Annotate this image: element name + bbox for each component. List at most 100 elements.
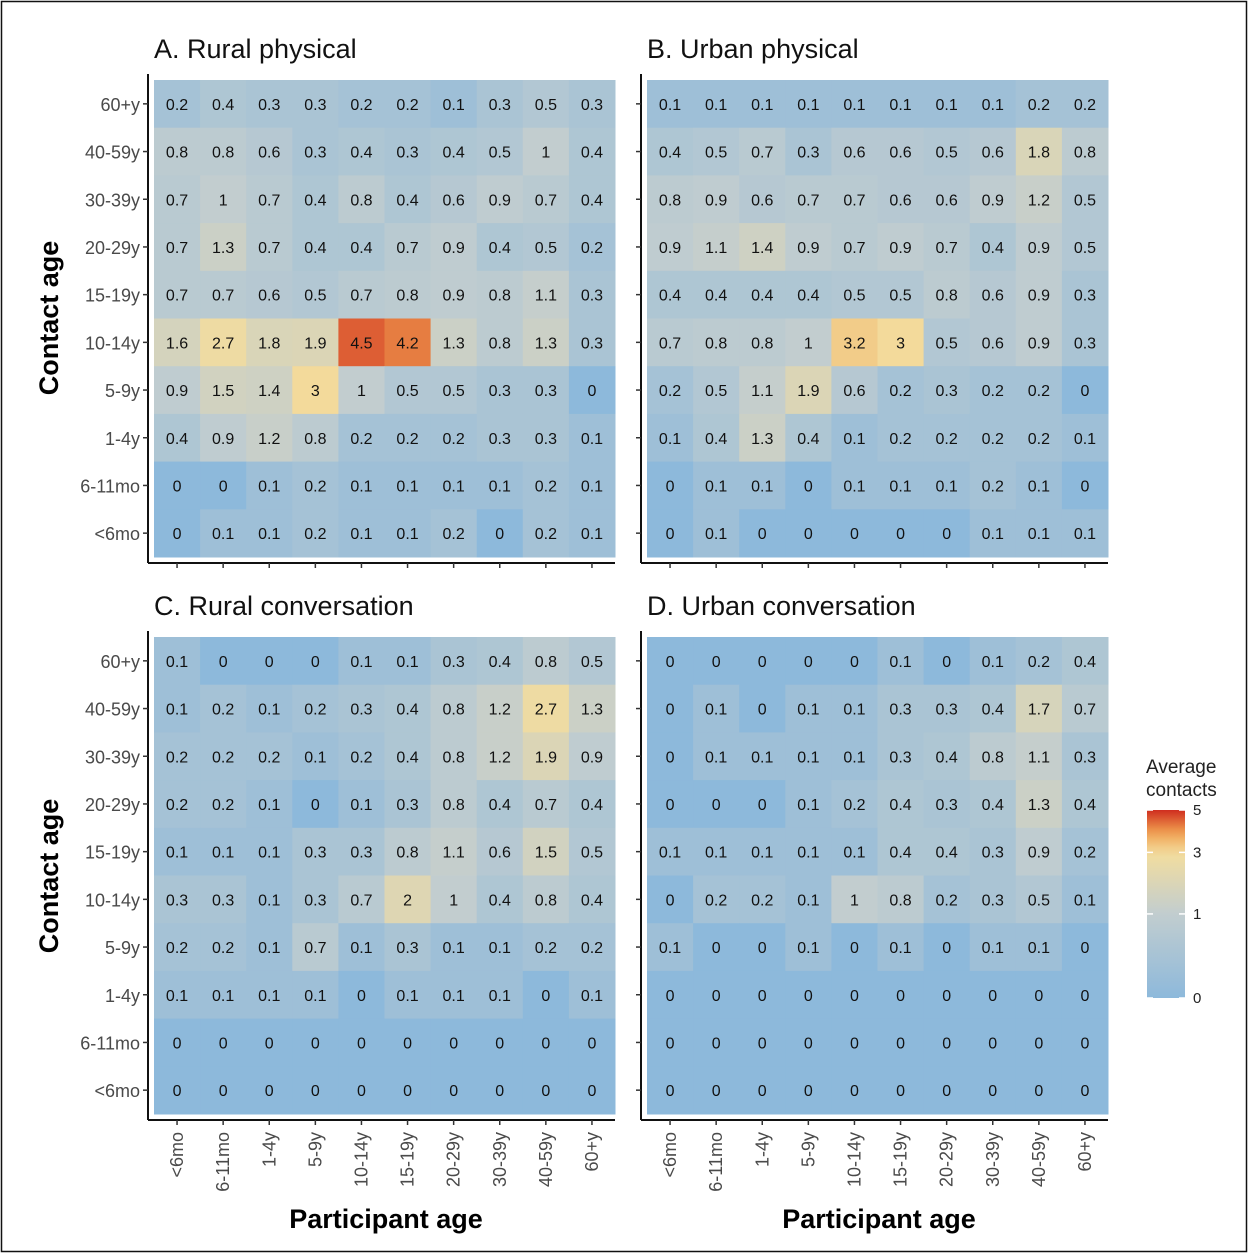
heatmap-cell: [923, 875, 971, 924]
heatmap-cell: [568, 223, 616, 272]
cell-value-label: 1.9: [304, 335, 326, 352]
heatmap-cell: [831, 175, 878, 224]
heatmap-cell: [693, 509, 740, 558]
heatmap-cell: [476, 1018, 524, 1067]
cell-value-label: 0.4: [982, 797, 1004, 814]
legend-tick-label: 1: [1193, 906, 1201, 923]
cell-value-label: 0: [495, 1035, 504, 1052]
cell-value-label: 0: [712, 654, 721, 671]
cell-value-label: 2.7: [535, 702, 557, 719]
heatmap-cell: [647, 127, 694, 176]
heatmap-cell: [292, 270, 339, 319]
y-tick-label: 20-29y: [85, 795, 140, 815]
cell-value-label: 0.6: [889, 192, 911, 209]
x-tick-label: 15-19y: [398, 1132, 418, 1187]
heatmap-cell: [200, 732, 247, 781]
heatmap-cell: [1061, 1066, 1109, 1115]
cell-value-label: 0: [758, 797, 767, 814]
cell-value-label: 0: [311, 1035, 320, 1052]
cell-value-label: 0.1: [581, 478, 603, 495]
panel-rural-physical: A. Rural physical 0.2 0.4 0.3 0.3 0.2 0.2 0.1 0.…: [80, 34, 616, 568]
cell-value-label: 0.3: [350, 845, 372, 862]
heatmap-cell: [292, 366, 339, 415]
heatmap-cell: [1061, 780, 1109, 829]
cell-value-label: 0.1: [304, 988, 326, 1005]
cell-value-label: 0: [942, 1083, 951, 1100]
heatmap-cell: [693, 270, 740, 319]
heatmap-cell: [785, 223, 832, 272]
heatmap-cell: [384, 366, 432, 415]
cell-value-label: 0.8: [443, 702, 465, 719]
heatmap-cell: [568, 780, 616, 829]
cell-value-label: 0.1: [936, 478, 958, 495]
cell-value-label: 0: [265, 1035, 274, 1052]
y-tick-label: 15-19y: [85, 286, 140, 306]
heatmap-cell: [292, 461, 339, 510]
heatmap-cell: [739, 970, 786, 1020]
heatmap-cell: [154, 732, 201, 781]
heatmap-cell: [923, 461, 971, 510]
heatmap-cell: [384, 875, 432, 924]
heatmap-cell: [476, 509, 524, 558]
cell-value-label: 0.2: [212, 797, 234, 814]
heatmap-cell: [476, 413, 524, 463]
heatmap-cell: [430, 318, 478, 367]
cell-value-label: 0.2: [396, 97, 418, 114]
cell-value-label: 0.2: [1028, 654, 1050, 671]
cell-value-label: 0.3: [982, 845, 1004, 862]
cell-value-label: 0.6: [258, 288, 280, 305]
cell-value-label: 1.5: [535, 845, 557, 862]
heatmap-cell: [338, 1066, 385, 1115]
heatmap-cell: [1015, 223, 1063, 272]
heatmap-cell: [785, 175, 832, 224]
cell-value-label: 0.6: [751, 192, 773, 209]
cell-value-label: 0.3: [936, 702, 958, 719]
x-tick-label: 20-29y: [444, 1132, 464, 1187]
cell-value-label: 1.2: [489, 702, 511, 719]
cell-value-label: 0.1: [1028, 940, 1050, 957]
heatmap-cell: [522, 223, 570, 272]
cell-value-label: 0: [666, 1083, 675, 1100]
cell-value-label: 0.3: [581, 97, 603, 114]
cell-value-label: 1.8: [258, 335, 280, 352]
cell-value-label: 0.7: [258, 192, 280, 209]
cell-value-label: 0.2: [443, 526, 465, 543]
cell-value-label: 0.1: [396, 478, 418, 495]
cell-value-label: 1: [219, 192, 228, 209]
cell-value-label: 0.6: [982, 335, 1004, 352]
heatmap-cell: [693, 318, 740, 367]
cell-value-label: 0.1: [443, 97, 465, 114]
y-tick-label: 10-14y: [85, 333, 140, 353]
heatmap-cell: [877, 684, 925, 733]
heatmap-cell: [522, 413, 570, 463]
heatmap-cell: [292, 875, 339, 924]
heatmap-cell: [739, 223, 786, 272]
heatmap-cell: [1061, 461, 1109, 510]
cell-value-label: 0: [666, 654, 675, 671]
heatmap-cell: [200, 970, 247, 1020]
cell-value-label: 0.7: [936, 240, 958, 257]
heatmap-cell: [338, 223, 385, 272]
heatmap-cell: [693, 827, 740, 876]
cell-value-label: 0.8: [751, 335, 773, 352]
y-tick-label: 60+y: [100, 652, 140, 672]
heatmap-cell: [647, 732, 694, 781]
heatmap-cell: [292, 780, 339, 829]
heatmap-cell: [969, 684, 1017, 733]
heatmap-cell: [969, 270, 1017, 319]
cell-value-label: 0.9: [1028, 240, 1050, 257]
heatmap-cell: [969, 461, 1017, 510]
cell-value-label: 1.1: [535, 288, 557, 305]
x-tick-label: 40-59y: [536, 1132, 556, 1187]
heatmap-cell: [568, 318, 616, 367]
heatmap-cell: [1061, 413, 1109, 463]
cell-value-label: 0.1: [659, 845, 681, 862]
cell-value-label: 0.5: [1074, 192, 1096, 209]
cell-value-label: 0.1: [936, 97, 958, 114]
panel-title: A. Rural physical: [154, 34, 357, 64]
heatmap-cell: [476, 732, 524, 781]
cell-value-label: 0: [495, 1083, 504, 1100]
heatmap-cell: [384, 80, 432, 129]
y-tick-label: 6-11mo: [80, 1033, 140, 1053]
cell-value-label: 2.7: [212, 335, 234, 352]
